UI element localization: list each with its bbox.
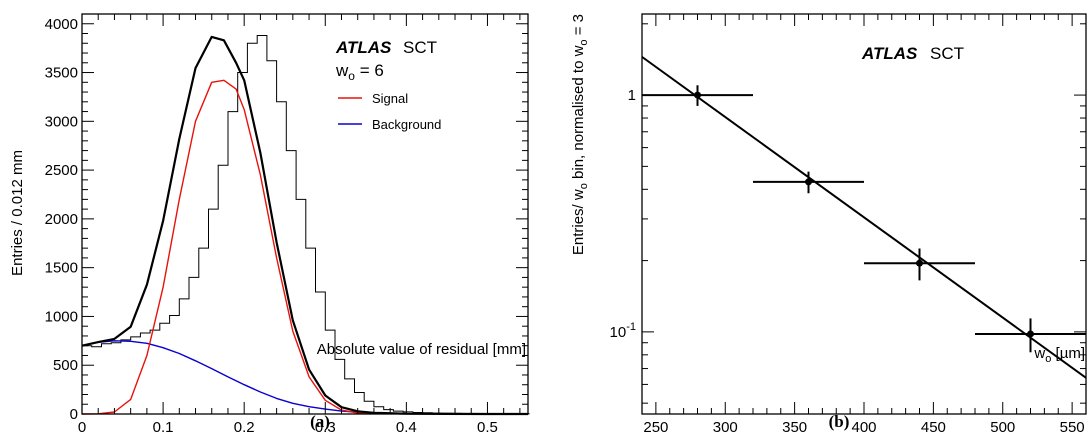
- fit-line: [641, 56, 1087, 379]
- panel-b-y-axis-title: Entries/ wo bin, normalised to wo = 3: [570, 14, 590, 255]
- panel-a-axes: 0 0.1 0.2 0.3 0.4 0.5 0 500 1000 1500 2000 2500 3000…: [45, 14, 528, 434]
- x-tick-label: 550: [1060, 419, 1085, 434]
- x-tick-label: 450: [921, 419, 946, 434]
- y-tick-label: 1000: [45, 308, 78, 325]
- x-tick-label: 0.4: [396, 419, 417, 434]
- data-point: [1027, 330, 1034, 338]
- panel-a-wo-label: wo = 6: [335, 61, 384, 83]
- y-tick-label: 2000: [45, 211, 78, 228]
- x-tick-label: 250: [643, 419, 668, 434]
- caption-b: (b): [829, 412, 850, 431]
- y-tick-label: 500: [53, 357, 78, 374]
- data-point: [916, 259, 923, 267]
- y-tick-label: 4000: [45, 16, 78, 33]
- caption-a: (a): [310, 412, 330, 431]
- x-tick-label: 0.2: [234, 419, 255, 434]
- x-tick-label: 400: [851, 419, 876, 434]
- panel-a-sct-label: SCT: [403, 38, 437, 57]
- x-tick-label: 0: [78, 419, 86, 434]
- y-tick-label: 3500: [45, 65, 78, 82]
- y-tick-label: 2500: [45, 162, 78, 179]
- panel-b-axes: 250 300 350 400 450 500 550 1 10-1: [610, 14, 1086, 434]
- panel-b-x-axis-title: wo [µm]: [1033, 345, 1085, 365]
- x-tick-label: 500: [990, 419, 1015, 434]
- x-tick-label: 0.5: [477, 419, 498, 434]
- x-tick-label: 350: [782, 419, 807, 434]
- signal-curve: [81, 79, 374, 415]
- legend-background-label: Background: [372, 117, 441, 132]
- panel-b-sct-label: SCT: [930, 44, 964, 63]
- x-tick-label: 0.1: [153, 419, 174, 434]
- y-tick-label: 1: [628, 87, 636, 104]
- panel-b-plot-area: [641, 56, 1087, 379]
- panel-a-y-axis-title: Entries / 0.012 mm: [9, 150, 26, 276]
- panel-a-legend: Signal Background: [338, 91, 441, 132]
- panel-a-x-axis-title: Absolute value of residual [mm]: [317, 341, 526, 358]
- x-tick-label: 300: [713, 419, 738, 434]
- x-tick-label: 0.3: [315, 419, 336, 434]
- total-fit-curve: [81, 35, 528, 416]
- data-point: [805, 178, 812, 186]
- panel-a-atlas-label: ATLAS: [335, 38, 392, 57]
- y-tick-label: 10-1: [610, 321, 636, 341]
- panel-a-frame: [81, 13, 529, 415]
- panel-a-plot-area: [81, 35, 530, 416]
- data-point: [694, 91, 701, 99]
- panel-a-residual-chart: 0 0.1 0.2 0.3 0.4 0.5 0 500 1000 1500 2000 2500 3000…: [9, 13, 530, 434]
- background-curve: [81, 340, 407, 415]
- panel-b-wo-chart: 250 300 350 400 450 500 550 1 10-1 wo [µm] Entri…: [570, 13, 1087, 434]
- panel-b-atlas-label: ATLAS: [861, 44, 918, 63]
- y-tick-label: 3000: [45, 113, 78, 130]
- legend-signal-label: Signal: [372, 91, 408, 106]
- panel-b-frame: [641, 13, 1087, 415]
- y-tick-label: 0: [70, 406, 78, 423]
- y-tick-label: 1500: [45, 260, 78, 277]
